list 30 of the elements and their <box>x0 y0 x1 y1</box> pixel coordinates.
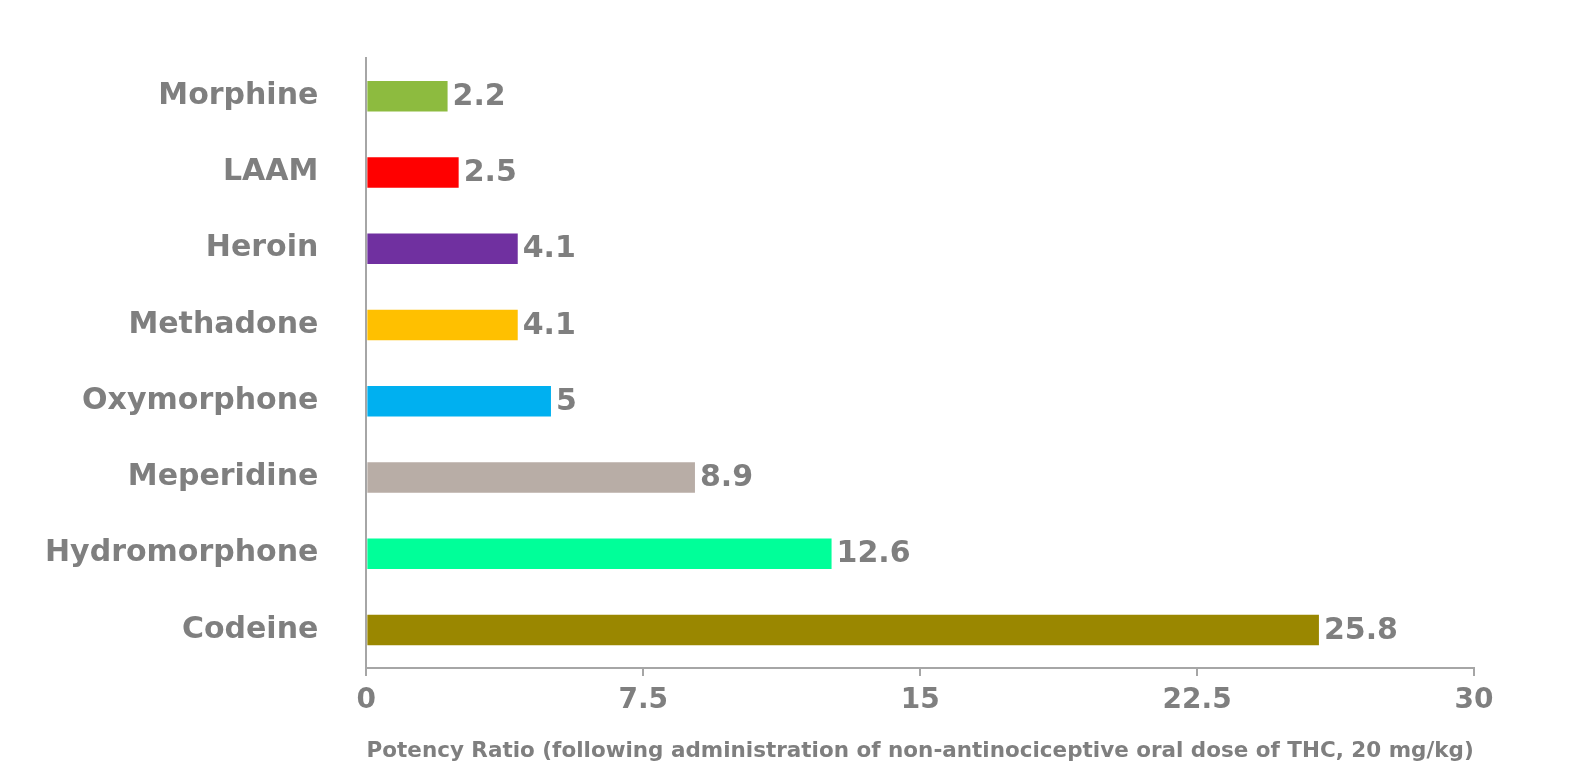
bar <box>367 614 1319 646</box>
data-label: 2.2 <box>452 76 506 112</box>
y-tick-label: LAAM <box>222 152 319 188</box>
x-tick-label: 0 <box>356 682 377 716</box>
bar <box>367 309 518 341</box>
y-tick-label: Oxymorphone <box>82 380 319 416</box>
y-tick-label: Methadone <box>128 304 319 340</box>
data-label: 2.5 <box>463 153 517 189</box>
bar <box>367 462 695 493</box>
bar <box>367 385 551 417</box>
x-tick-label: 7.5 <box>618 682 669 716</box>
y-tick-label: Morphine <box>158 75 319 111</box>
data-label: 4.1 <box>522 229 576 265</box>
bar <box>367 157 459 188</box>
y-tick-label: Meperidine <box>127 457 319 493</box>
data-label: 12.6 <box>836 534 911 570</box>
data-label: 4.1 <box>522 305 576 341</box>
data-label: 8.9 <box>699 458 754 494</box>
bar <box>367 233 518 264</box>
bar <box>367 80 448 112</box>
y-tick-label: Hydromorphone <box>45 533 319 569</box>
y-tick-label: Codeine <box>181 609 319 645</box>
data-label: 5 <box>555 381 577 417</box>
x-tick-label: 30 <box>1454 682 1494 716</box>
bar <box>367 538 832 569</box>
x-tick-label: 22.5 <box>1162 682 1232 716</box>
x-axis-title: Potency Ratio (following administration of non-antinociceptive oral dose of THC, 20 mg/kg) <box>366 736 1474 762</box>
data-label: 25.8 <box>1323 610 1398 646</box>
y-tick-label: Heroin <box>205 228 319 264</box>
x-tick-label: 15 <box>900 682 940 716</box>
